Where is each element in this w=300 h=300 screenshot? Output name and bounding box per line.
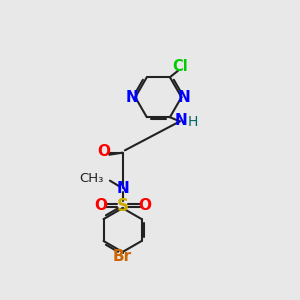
Text: Cl: Cl bbox=[172, 59, 188, 74]
Text: N: N bbox=[175, 113, 188, 128]
Text: O: O bbox=[138, 198, 151, 213]
Text: N: N bbox=[177, 90, 190, 105]
Text: Br: Br bbox=[113, 249, 132, 264]
Text: N: N bbox=[116, 181, 129, 196]
Text: O: O bbox=[94, 198, 107, 213]
Text: S: S bbox=[117, 197, 129, 215]
Text: N: N bbox=[126, 90, 139, 105]
Text: CH₃: CH₃ bbox=[79, 172, 104, 185]
Text: O: O bbox=[98, 145, 111, 160]
Text: H: H bbox=[188, 115, 198, 129]
